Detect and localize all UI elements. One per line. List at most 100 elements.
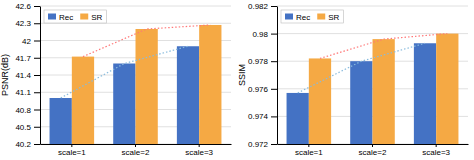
legend-swatch [317,14,325,20]
grid-line [277,6,468,7]
grid [40,6,231,144]
tick-label: scale=3 [422,148,450,157]
tick-label: 0.978 [248,57,269,66]
tick: 0.98 [252,30,277,39]
tick-mark [372,144,373,147]
tick: 0.982 [248,2,277,11]
tick-mark [271,34,277,35]
bar [436,34,458,144]
tick-label: 0.976 [248,85,269,94]
tick-mark [199,144,200,147]
tick-label: 0.982 [248,2,269,11]
tick-mark [271,116,277,117]
trend-line [61,46,188,98]
bar [136,29,158,144]
plot-area [50,25,222,144]
tick-label: scale=1 [295,148,323,157]
bar [309,58,331,144]
tick-label: 41.4 [15,71,31,80]
tick: 42 [22,37,40,46]
tick-label: 41.1 [15,88,31,97]
tick: 0.976 [248,85,277,94]
tick-mark [271,144,277,145]
x-axis: scale=1 scale=2 scale=3 [41,144,232,157]
bar [373,39,395,144]
trend-line [320,34,447,59]
tick-label: 42.3 [15,19,31,28]
tick: 0.978 [248,57,277,66]
figure: 40.2 40.5 40.8 41.1 41.4 41.7 42 42.3 42.6 scale=… [0,0,474,160]
tick-label: 42.6 [15,2,31,11]
tick-label: 0.972 [248,140,269,149]
panel: 0.9720.9740.9760.9780.980.982scale=1scal… [237,2,469,157]
tick: 40.5 [15,123,40,132]
tick-label: 0.98 [252,30,268,39]
tick-mark [34,6,40,7]
tick: 41.4 [15,71,40,80]
tick: 40.8 [15,106,40,115]
tick: scale=2 [122,144,150,157]
legend: RecSR [281,10,343,23]
bar [50,98,72,144]
trend-line [83,25,210,57]
tick: scale=1 [295,144,323,157]
tick: 0.972 [248,140,277,149]
x-axis: scale=1 scale=2 scale=3 [278,144,469,157]
tick-mark [34,144,40,145]
tick-label: scale=3 [185,148,213,157]
legend-box [281,10,343,23]
tick-mark [34,127,40,128]
tick-mark [34,75,40,76]
panel: 40.2 40.5 40.8 41.1 41.4 41.7 42 42.3 42.6 scale=… [0,2,232,157]
bar [72,57,94,144]
tick-mark [34,23,40,24]
tick: 40.2 [15,140,40,149]
legend-label: SR [91,13,102,22]
legend: Rec SR [44,10,106,23]
tick: scale=1 [58,144,86,157]
bar [113,64,135,145]
tick: scale=3 [422,144,450,157]
y-axis: 40.2 40.5 40.8 41.1 41.4 41.7 42 42.3 42.6 [15,2,40,149]
tick-label: 0.974 [248,112,269,121]
tick-mark [71,144,72,147]
tick-mark [271,6,277,7]
bar [287,93,309,144]
tick: 42.3 [15,19,40,28]
tick-mark [34,92,40,93]
tick-mark [271,89,277,90]
y-axis: 0.972 0.974 0.976 0.978 0.98 0.982 [248,2,278,149]
grid-line [40,6,231,7]
legend-label: Rec [59,13,73,22]
tick-mark [34,110,40,111]
bar [414,43,436,144]
tick: 42.6 [15,2,40,11]
legend-swatch [80,14,88,20]
tick-mark [34,41,40,42]
bar [177,46,199,144]
tick-label: 41.7 [15,54,31,63]
tick-label: 40.5 [15,123,31,132]
legend-swatch [285,14,293,20]
tick-label: scale=2 [359,148,387,157]
tick-label: 40.8 [15,106,31,115]
tick-mark [308,144,309,147]
y-axis-title: PSNR(dB) [0,54,10,96]
tick-label: scale=2 [122,148,150,157]
tick-mark [271,61,277,62]
tick-label: scale=1 [58,148,86,157]
tick-label: 40.2 [15,140,31,149]
tick-mark [436,144,437,147]
tick-mark [135,144,136,147]
tick: 41.1 [15,88,40,97]
tick: scale=2 [359,144,387,157]
trend-line [298,43,425,93]
plot-area [287,34,459,144]
legend-swatch [48,14,56,20]
legend-box [44,10,106,23]
legend-label: Rec [296,13,310,22]
bar [350,61,372,144]
grid [277,6,468,144]
tick: scale=3 [185,144,213,157]
tick: 41.7 [15,54,40,63]
